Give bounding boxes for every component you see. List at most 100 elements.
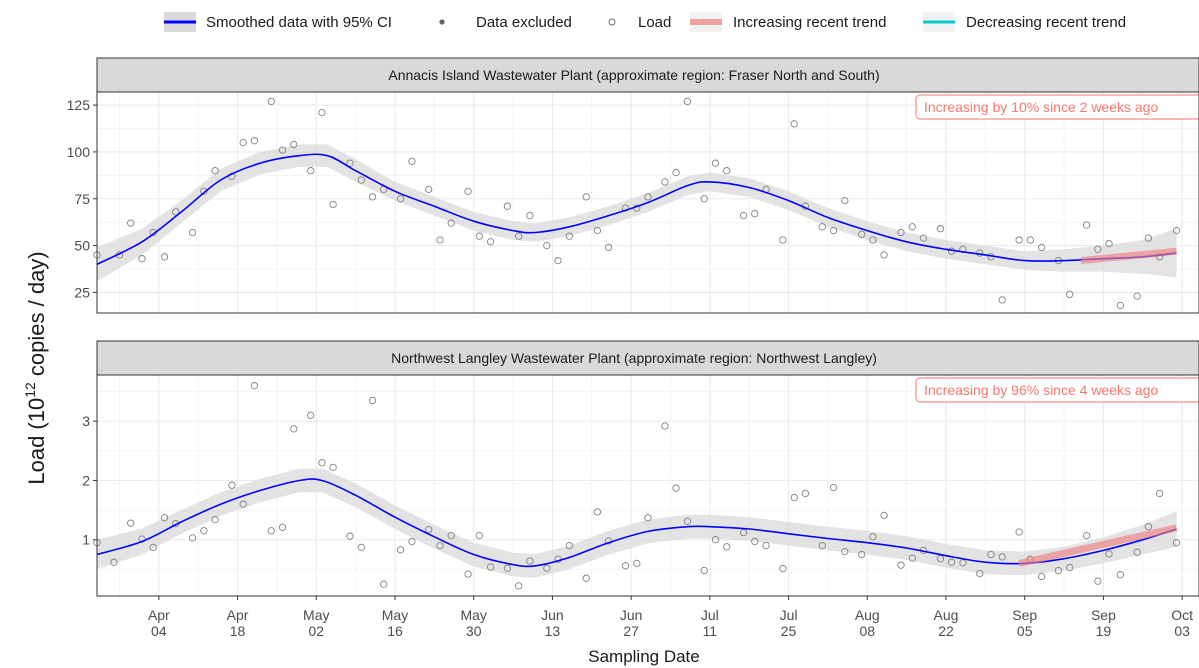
load-point	[869, 236, 877, 244]
load-point	[1094, 245, 1102, 253]
x-tick-month: Apr	[148, 607, 170, 623]
load-point	[486, 563, 495, 571]
load-point	[818, 541, 826, 550]
load-point	[723, 167, 731, 175]
load-point	[739, 211, 748, 220]
load-point	[1116, 301, 1124, 310]
x-tick-day: 08	[859, 623, 875, 639]
load-point	[779, 236, 787, 244]
x-tick-month: Apr	[227, 607, 249, 623]
x-tick-day: 16	[387, 623, 403, 639]
load-point	[188, 534, 197, 542]
load-point	[633, 559, 641, 568]
load-point	[700, 195, 708, 203]
load-point	[408, 157, 416, 165]
x-tick-month: Sep	[1091, 607, 1116, 623]
load-point	[1026, 236, 1034, 244]
panel-border	[96, 374, 1199, 597]
load-point	[976, 569, 984, 578]
y-tick-label: 125	[67, 97, 91, 113]
load-point	[779, 565, 787, 573]
load-point	[869, 533, 877, 541]
legend-item-increasing: Increasing recent trend	[690, 12, 886, 32]
x-tick-day: 13	[545, 623, 561, 639]
load-points	[93, 382, 1181, 590]
load-point	[565, 232, 573, 240]
load-point	[127, 519, 135, 527]
confidence-ribbon	[97, 144, 1177, 282]
load-point	[447, 219, 455, 227]
load-point	[818, 223, 826, 231]
load-point	[998, 553, 1006, 561]
x-tick-month: Oct	[1171, 607, 1193, 623]
annotation-text: Increasing by 96% since 4 weeks ago	[924, 382, 1158, 398]
load-point	[515, 232, 523, 240]
x-tick-month: Aug	[855, 607, 880, 623]
load-point	[801, 489, 810, 498]
load-point	[672, 484, 680, 492]
load-point	[987, 550, 995, 559]
load-point	[1082, 531, 1091, 540]
load-point	[1144, 234, 1153, 242]
x-tick-day: 30	[466, 623, 482, 639]
y-tick-label: 75	[74, 191, 90, 207]
load-point	[672, 168, 680, 177]
load-point	[582, 193, 590, 201]
load-point	[1144, 523, 1153, 531]
load-point	[762, 541, 770, 550]
load-point	[475, 232, 483, 240]
load-point	[1116, 571, 1124, 579]
load-point	[526, 211, 534, 220]
load-point	[464, 187, 472, 195]
load-point	[239, 138, 247, 147]
legend: Smoothed data with 95% CI Data excluded …	[164, 12, 1126, 32]
legend-label-increasing: Increasing recent trend	[733, 14, 886, 31]
load-point	[239, 500, 247, 508]
annotation-box	[915, 94, 1199, 120]
x-tick-day: 11	[703, 623, 718, 639]
x-tick-month: May	[382, 607, 408, 623]
annotation-text: Increasing by 10% since 2 weeks ago	[924, 99, 1158, 115]
load-point	[711, 159, 720, 167]
x-tick-day: 18	[230, 623, 246, 639]
load-point	[880, 251, 888, 259]
load-point	[160, 253, 169, 261]
load-point	[408, 537, 416, 546]
load-point	[1066, 563, 1074, 572]
load-point	[357, 543, 365, 552]
x-tick-month: Jul	[701, 607, 719, 623]
load-point	[346, 532, 354, 540]
panels: Annacis Island Wastewater Plant (approxi…	[67, 57, 1199, 597]
load-point	[593, 508, 602, 516]
load-point	[880, 511, 888, 520]
load-point	[751, 537, 759, 546]
load-point	[897, 228, 905, 237]
x-tick-day: 19	[1096, 623, 1112, 639]
trend-annotation: Increasing by 10% since 2 weeks ago	[915, 94, 1199, 120]
y-axis-title: Load (1012 copies / day)	[22, 251, 49, 484]
load-point	[919, 234, 928, 242]
y-axis-title-prefix: Load (10	[24, 398, 49, 485]
load-point	[228, 481, 236, 489]
load-point	[503, 564, 512, 572]
load-point	[841, 196, 849, 205]
load-point	[329, 200, 337, 209]
legend-key-load	[608, 18, 616, 26]
load-point	[947, 558, 956, 566]
load-point	[188, 228, 197, 237]
load-point	[267, 97, 275, 106]
x-axis: Apr04Apr18May02May16May30Jun13Jun27Jul11…	[148, 596, 1193, 639]
load-point	[149, 543, 157, 552]
load-point	[1037, 243, 1046, 252]
legend-item-load: Load	[608, 14, 671, 31]
load-point	[621, 204, 630, 212]
load-point	[1082, 221, 1091, 229]
load-point	[1172, 226, 1181, 235]
load-point	[829, 483, 838, 492]
load-point	[858, 550, 866, 559]
legend-label-excluded: Data excluded	[476, 14, 572, 31]
x-tick-day: 27	[623, 623, 639, 639]
load-point	[278, 523, 287, 531]
load-point	[1133, 292, 1141, 300]
load-point	[425, 185, 433, 194]
